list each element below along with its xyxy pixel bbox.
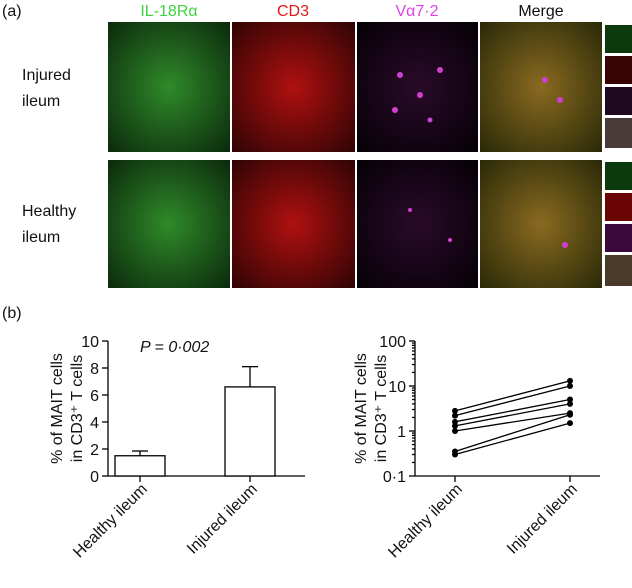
column-header: IL-18Rα [140,3,197,20]
column-header: Merge [518,3,563,20]
y-axis-label: % of MAIT cells [353,353,370,464]
y-tick-label: 0·1 [383,469,406,486]
point [567,377,573,384]
y-tick-label: 10 [81,334,99,351]
inset [605,193,632,221]
x-tick-label: Healthy ileum [70,481,151,562]
x-tick-label: Injured ileum [504,481,581,558]
column-header: Vα7·2 [395,3,438,20]
point [452,422,458,429]
point [452,407,458,414]
annotation: P = 0·002 [140,339,209,356]
micrograph [108,160,230,288]
inset [605,224,632,252]
micrograph [108,22,230,152]
pair-line [454,398,571,423]
micrograph [232,22,355,152]
micrograph [357,22,478,152]
row-label: ileum [22,229,60,246]
y-tick-label: 1 [397,424,406,441]
y-tick-label: 0 [90,469,99,486]
row-label: Injured [22,67,71,84]
pair-line [454,403,571,427]
row-label: Healthy [22,203,76,220]
y-tick-label: 6 [90,388,99,405]
pair-line [454,380,571,412]
micrographs [108,22,632,288]
inset [605,118,632,148]
y-axis-label: % of MAIT cells [49,353,66,464]
x-tick-label: Injured ileum [184,481,261,558]
y-axis-label: in CD3⁺ T cells [69,355,86,462]
pair-line [454,414,571,453]
inset [605,255,632,286]
column-header: CD3 [277,3,309,20]
y-tick-label: 10 [388,379,406,396]
inset [605,162,632,190]
inset [605,87,632,115]
panel-label: (a) [2,3,22,20]
point [452,428,458,434]
micrograph [480,160,602,288]
point [567,400,573,407]
bar [114,455,166,477]
point [567,383,573,389]
pair-line [454,412,571,432]
point [567,396,573,403]
y-tick-label: 8 [90,361,99,378]
point [567,420,573,427]
point [452,412,458,419]
y-tick-label: 100 [379,334,406,351]
inset [605,25,632,53]
panel-label: (b) [2,305,22,322]
pair-line [454,385,571,417]
point [452,451,458,458]
micrograph [357,160,478,288]
pair-line [454,422,571,456]
row-label: ileum [22,93,60,110]
micrograph [232,160,355,288]
micrograph [480,22,602,152]
x-tick-label: Healthy ileum [385,481,466,562]
y-tick-label: 2 [90,442,99,459]
point [567,411,573,418]
y-axis-label: in CD3⁺ T cells [373,355,390,462]
y-tick-label: 4 [90,415,99,432]
cell-dots [392,67,568,248]
bar [224,386,276,477]
inset [605,56,632,84]
